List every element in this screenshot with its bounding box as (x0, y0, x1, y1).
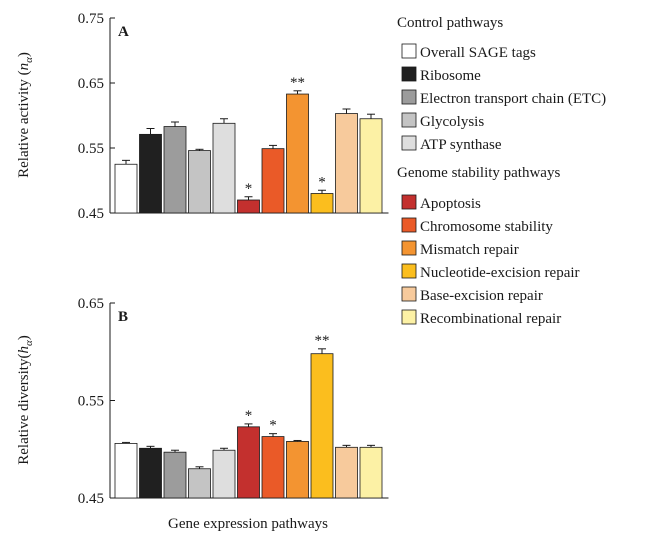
bar (335, 446, 358, 499)
legend-heading-genome: Genome stability pathways (397, 165, 560, 181)
bar (286, 93, 309, 214)
y-axis-label-subscript: α (23, 57, 35, 63)
y-axis-label-close: ) (16, 335, 32, 340)
legend-swatch (401, 194, 417, 210)
legend-label: Glycolysis (420, 114, 484, 130)
bar (139, 447, 162, 499)
legend-swatch (401, 112, 417, 128)
bar (188, 468, 211, 499)
legend-swatch (401, 217, 417, 233)
y-axis-label-close: ) (16, 52, 32, 57)
panel-a-chart: 0.75 0.65 0.55 0.45 A Relative activity (nα) *… (16, 11, 389, 222)
legend-swatch (401, 263, 417, 279)
y-tick-label: 0.65 (78, 76, 104, 92)
significance-mark: * (269, 418, 277, 434)
legend-swatch (401, 43, 417, 59)
bar (286, 441, 309, 499)
legend-label: Mismatch repair (420, 242, 519, 258)
y-tick-label: 0.65 (78, 296, 104, 312)
bar (139, 133, 162, 214)
legend-swatch (401, 286, 417, 302)
legend-label: Nucleotide-excision repair (420, 265, 580, 281)
y-axis-label: Relative activity (nα) (16, 52, 35, 178)
y-axis-label-text: Relative activity ( (16, 70, 32, 177)
bar (212, 122, 236, 214)
legend-label: Overall SAGE tags (420, 45, 536, 61)
legend-swatch (401, 135, 417, 151)
legend-label: ATP synthase (420, 137, 502, 153)
bar (261, 148, 285, 214)
bar (188, 150, 211, 214)
panel-letter: B (118, 309, 128, 325)
bar (163, 126, 187, 214)
legend-label: Electron transport chain (ETC) (420, 91, 606, 107)
bar (114, 442, 138, 499)
bar (237, 426, 260, 499)
bar (163, 451, 187, 499)
y-tick-label: 0.55 (78, 394, 104, 410)
legend-swatch (401, 309, 417, 325)
legend-label: Base-excision repair (420, 288, 543, 304)
y-tick-label: 0.55 (78, 141, 104, 157)
panel-letter: A (118, 24, 129, 40)
legend-label: Apoptosis (420, 196, 481, 212)
legend-label: Chromosome stability (420, 219, 553, 235)
significance-mark: ** (315, 333, 330, 349)
y-tick-label: 0.45 (78, 491, 104, 507)
bar (261, 436, 285, 499)
bar (359, 118, 383, 214)
significance-mark: * (318, 174, 326, 190)
significance-mark: * (245, 408, 253, 424)
legend-swatch (401, 89, 417, 105)
bar (359, 446, 383, 499)
bar (310, 193, 334, 214)
y-axis-label-subscript: α (23, 340, 35, 346)
bar (310, 353, 334, 499)
legend-label: Recombinational repair (420, 311, 561, 327)
legend-swatch (401, 66, 417, 82)
legend-heading-control: Control pathways (397, 15, 503, 31)
y-axis-label: Relative diversity(hα) (16, 335, 35, 465)
significance-mark: ** (290, 75, 305, 91)
y-tick-label: 0.45 (78, 206, 104, 222)
y-axis-label-variable: h (16, 346, 32, 354)
significance-mark: * (245, 181, 253, 197)
legend-swatch (401, 240, 417, 256)
bar (114, 163, 138, 214)
bar (237, 199, 260, 214)
legend: Control pathways Genome stability pathwa… (397, 15, 606, 327)
y-axis-label-text: Relative diversity( (16, 354, 32, 465)
bar (335, 113, 358, 214)
legend-label: Ribosome (420, 68, 481, 84)
bar (212, 449, 236, 499)
y-tick-label: 0.75 (78, 11, 104, 27)
y-axis-label-variable: n (16, 63, 32, 71)
x-axis-label: Gene expression pathways (168, 516, 328, 532)
